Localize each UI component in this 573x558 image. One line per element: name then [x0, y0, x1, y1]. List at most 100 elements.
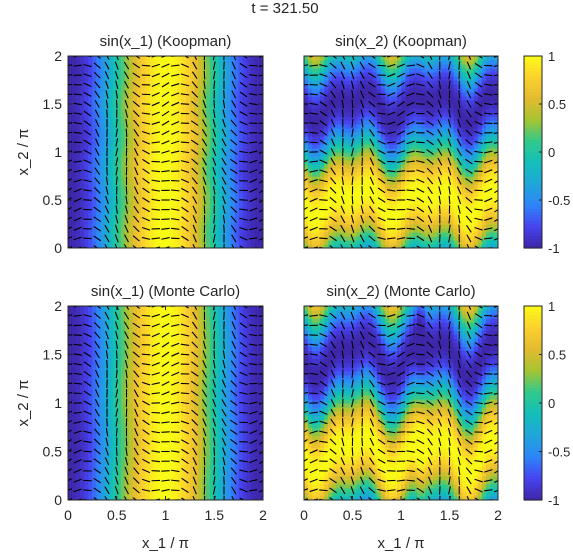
quiver-arrow: [68, 74, 73, 76]
heatmap-cell: [316, 188, 321, 193]
quiver-arrow: [202, 176, 207, 185]
heatmap-cell: [477, 244, 483, 248]
heatmap-cell: [120, 116, 126, 121]
heatmap-cell: [465, 124, 471, 129]
heatmap-cell: [173, 112, 179, 117]
heatmap-cell: [413, 160, 418, 165]
heatmap-cell: [316, 148, 321, 153]
heatmap-cell: [413, 184, 418, 189]
heatmap-cell: [348, 84, 354, 89]
heatmap-cell: [308, 84, 313, 89]
heatmap-cell: [161, 168, 167, 173]
heatmap-cell: [324, 228, 329, 233]
heatmap-cell: [238, 84, 244, 89]
heatmap-cell: [421, 100, 426, 105]
heatmap-cell: [433, 72, 438, 77]
heatmap-cell: [388, 168, 394, 173]
heatmap-cell: [356, 180, 362, 185]
heatmap-cell: [254, 120, 260, 125]
heatmap-cell: [128, 112, 134, 117]
quiver-arrow: [230, 187, 238, 194]
heatmap-cell: [88, 220, 93, 225]
heatmap-cell: [153, 156, 158, 161]
heatmap-cell: [246, 192, 252, 197]
quiver-arrow: [231, 100, 237, 108]
heatmap-cell: [441, 224, 447, 229]
heatmap-cell: [181, 108, 187, 113]
heatmap-cell: [332, 140, 337, 145]
heatmap-cell: [153, 136, 158, 141]
quiver-arrow: [231, 90, 237, 99]
heatmap-cell: [230, 236, 236, 241]
heatmap-cell: [250, 124, 256, 129]
heatmap-cell: [445, 108, 451, 113]
quiver-arrow: [83, 169, 92, 174]
heatmap-cell: [72, 100, 77, 105]
quiver-arrow: [151, 63, 160, 68]
heatmap-cell: [193, 120, 199, 125]
heatmap-cell: [92, 160, 98, 165]
quiver-arrow: [83, 64, 92, 68]
heatmap-cell: [206, 72, 211, 77]
heatmap-cell: [258, 76, 263, 81]
heatmap-cell: [453, 176, 459, 181]
heatmap-cell: [258, 240, 263, 245]
quiver-arrow: [239, 236, 248, 241]
heatmap-cell: [72, 208, 77, 213]
heatmap-cell: [120, 216, 126, 221]
heatmap-cell: [336, 116, 341, 121]
heatmap-cell: [457, 128, 463, 133]
heatmap-cell: [429, 100, 434, 105]
heatmap-cell: [396, 228, 402, 233]
heatmap-cell: [230, 84, 236, 89]
heatmap-cell: [441, 128, 447, 133]
heatmap-cell: [413, 168, 418, 173]
heatmap-cell: [149, 96, 154, 101]
heatmap-cell: [226, 92, 232, 97]
heatmap-cell: [368, 184, 374, 189]
quiver-arrow: [212, 56, 215, 61]
heatmap-cell: [441, 208, 447, 213]
heatmap-cell: [388, 224, 394, 229]
heatmap-cell: [124, 224, 130, 229]
heatmap-cell: [234, 240, 240, 245]
heatmap-cell: [425, 92, 430, 97]
heatmap-cell: [328, 64, 333, 69]
heatmap-cell: [124, 76, 130, 81]
heatmap-cell: [356, 176, 362, 181]
heatmap-cell: [372, 152, 378, 157]
heatmap-cell: [380, 232, 386, 237]
heatmap-cell: [465, 224, 471, 229]
heatmap-cell: [477, 104, 483, 109]
heatmap-cell: [465, 200, 471, 205]
heatmap-cell: [356, 236, 362, 241]
heatmap-cell: [206, 172, 211, 177]
heatmap-cell: [210, 176, 215, 181]
heatmap-cell: [320, 108, 325, 113]
heatmap-cell: [128, 144, 134, 149]
heatmap-cell: [437, 124, 443, 129]
heatmap-cell: [392, 224, 398, 229]
heatmap-cell: [340, 232, 346, 237]
heatmap-cell: [88, 156, 93, 161]
heatmap-cell: [405, 196, 410, 201]
heatmap-cell: [226, 136, 232, 141]
heatmap-cell: [332, 176, 337, 181]
heatmap-cell: [226, 196, 232, 201]
heatmap-cell: [336, 132, 341, 137]
heatmap-cell: [449, 164, 455, 169]
heatmap-cell: [477, 196, 483, 201]
heatmap-cell: [84, 232, 89, 237]
heatmap-cell: [401, 156, 406, 161]
heatmap-cell: [210, 84, 215, 89]
heatmap-cell: [384, 164, 390, 169]
heatmap-cell: [230, 156, 236, 161]
heatmap-cell: [340, 192, 346, 197]
quiver-arrow: [202, 167, 207, 176]
heatmap-cell: [417, 244, 422, 248]
heatmap-cell: [238, 204, 244, 209]
heatmap-cell: [445, 116, 451, 121]
heatmap-cell: [104, 96, 110, 101]
heatmap-cell: [441, 152, 447, 157]
heatmap-cell: [392, 108, 398, 113]
